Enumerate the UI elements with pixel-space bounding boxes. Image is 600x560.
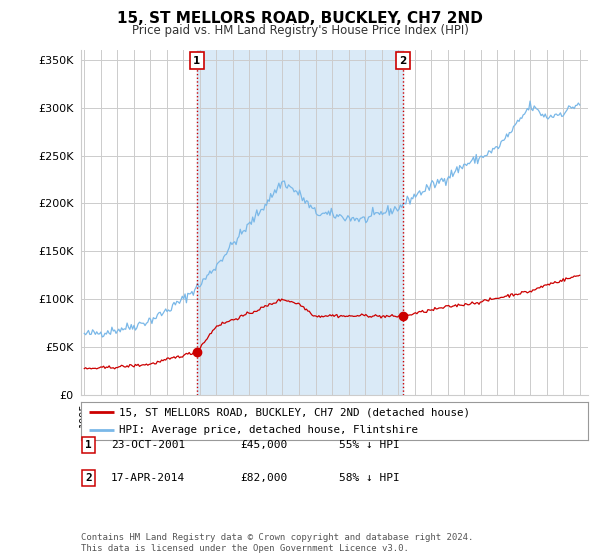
Text: 15, ST MELLORS ROAD, BUCKLEY, CH7 2ND (detached house): 15, ST MELLORS ROAD, BUCKLEY, CH7 2ND (d… [119,407,470,417]
Text: £45,000: £45,000 [240,440,287,450]
Text: 2: 2 [399,55,406,66]
Bar [197,50,403,395]
Text: 17-APR-2014: 17-APR-2014 [111,473,185,483]
Text: HPI: Average price, detached house, Flintshire: HPI: Average price, detached house, Flin… [119,425,418,435]
Text: 2: 2 [85,473,92,483]
Text: Price paid vs. HM Land Registry's House Price Index (HPI): Price paid vs. HM Land Registry's House … [131,24,469,36]
Text: 15, ST MELLORS ROAD, BUCKLEY, CH7 2ND: 15, ST MELLORS ROAD, BUCKLEY, CH7 2ND [117,11,483,26]
Text: 58% ↓ HPI: 58% ↓ HPI [339,473,400,483]
Text: £82,000: £82,000 [240,473,287,483]
Text: 55% ↓ HPI: 55% ↓ HPI [339,440,400,450]
Text: Contains HM Land Registry data © Crown copyright and database right 2024.
This d: Contains HM Land Registry data © Crown c… [81,533,473,553]
Text: 1: 1 [85,440,92,450]
Text: 23-OCT-2001: 23-OCT-2001 [111,440,185,450]
Text: 1: 1 [193,55,200,66]
